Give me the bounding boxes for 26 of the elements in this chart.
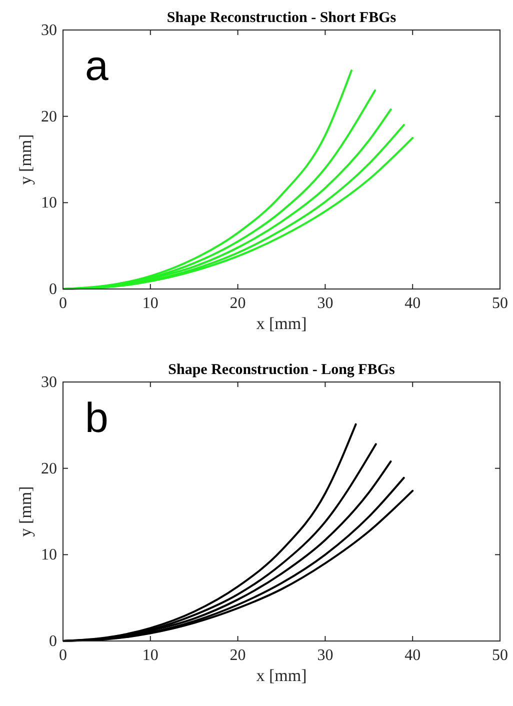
y-tick-label: 20 xyxy=(41,108,57,126)
annotation: a xyxy=(85,42,109,89)
x-tick-label: 10 xyxy=(142,295,158,312)
x-axis-title: x [mm] xyxy=(256,314,307,333)
x-tick-label: 20 xyxy=(230,647,246,664)
x-tick-label: 20 xyxy=(230,295,246,312)
annotation: b xyxy=(85,394,108,441)
y-tick-label: 0 xyxy=(49,633,57,650)
x-tick-label: 30 xyxy=(317,647,334,664)
x-axis-title: x [mm] xyxy=(256,666,307,685)
x-tick-label: 50 xyxy=(492,647,508,664)
y-tick-label: 30 xyxy=(41,22,57,39)
x-tick-label: 50 xyxy=(492,295,508,312)
chart-title: Shape Reconstruction - Short FBGs xyxy=(166,10,396,26)
x-tick-label: 40 xyxy=(404,647,421,664)
y-tick-label: 10 xyxy=(41,194,57,212)
y-tick-label: 10 xyxy=(41,546,57,564)
y-tick-label: 20 xyxy=(41,460,57,478)
x-tick-label: 30 xyxy=(317,295,334,312)
x-tick-label: 10 xyxy=(142,647,158,664)
y-tick-label: 30 xyxy=(41,374,57,391)
y-axis-title: y [mm] xyxy=(16,134,35,185)
y-axis-title: y [mm] xyxy=(16,486,35,537)
x-tick-label: 40 xyxy=(404,295,421,312)
y-tick-label: 0 xyxy=(49,281,57,298)
chart-title: Shape Reconstruction - Long FBGs xyxy=(168,362,396,378)
